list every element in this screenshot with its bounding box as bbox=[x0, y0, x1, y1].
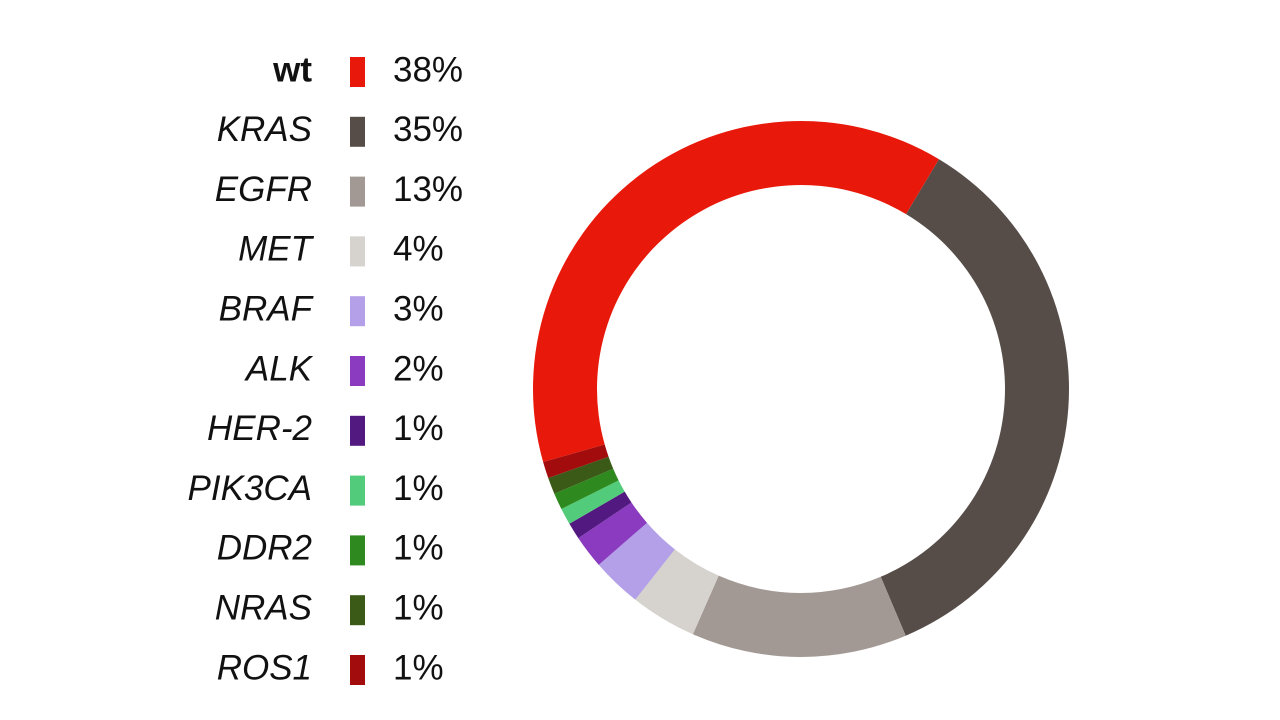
legend-swatch bbox=[350, 57, 365, 87]
legend-label: EGFR bbox=[215, 170, 312, 209]
legend-label: DDR2 bbox=[217, 529, 312, 568]
value-label: 38% bbox=[393, 50, 463, 89]
legend-label: PIK3CA bbox=[188, 469, 313, 508]
legend-swatch bbox=[350, 415, 365, 446]
value-label: 35% bbox=[393, 110, 463, 149]
donut-slice bbox=[578, 502, 648, 565]
legend-label: ALK bbox=[244, 349, 314, 388]
donut-slice bbox=[543, 444, 609, 479]
value-label: 13% bbox=[393, 170, 463, 209]
legend-swatch bbox=[350, 356, 365, 386]
value-label: 1% bbox=[393, 529, 444, 568]
donut-slice bbox=[569, 491, 632, 539]
donut-slice bbox=[554, 468, 619, 509]
donut-slice bbox=[692, 575, 906, 657]
legend-label: NRAS bbox=[215, 588, 312, 627]
donut-slice bbox=[635, 549, 719, 635]
legend-swatch bbox=[350, 176, 365, 207]
value-label: 3% bbox=[393, 289, 444, 328]
legend-swatch bbox=[350, 655, 365, 685]
value-label: 1% bbox=[393, 648, 444, 687]
donut-slice bbox=[548, 456, 614, 494]
legend-swatch bbox=[350, 475, 365, 506]
donut-slice bbox=[598, 522, 675, 600]
legend-label: wt bbox=[272, 50, 312, 89]
legend-label: MET bbox=[238, 230, 315, 269]
value-label: 2% bbox=[393, 349, 444, 388]
value-label: 4% bbox=[393, 230, 444, 269]
legend-label: KRAS bbox=[217, 110, 312, 149]
legend-swatch bbox=[350, 236, 365, 267]
donut-slice bbox=[880, 159, 1069, 636]
legend-swatch bbox=[350, 116, 365, 147]
legend-label: HER-2 bbox=[207, 409, 312, 448]
value-label: 1% bbox=[393, 588, 444, 627]
donut-slice bbox=[532, 120, 940, 462]
legend-label: BRAF bbox=[219, 289, 315, 328]
legend-label: ROS1 bbox=[217, 648, 312, 687]
legend-swatch bbox=[350, 595, 365, 626]
legend-swatch bbox=[350, 296, 365, 327]
value-label: 1% bbox=[393, 469, 444, 508]
donut-slice bbox=[561, 480, 625, 524]
value-label: 1% bbox=[393, 409, 444, 448]
legend-swatch bbox=[350, 535, 365, 566]
